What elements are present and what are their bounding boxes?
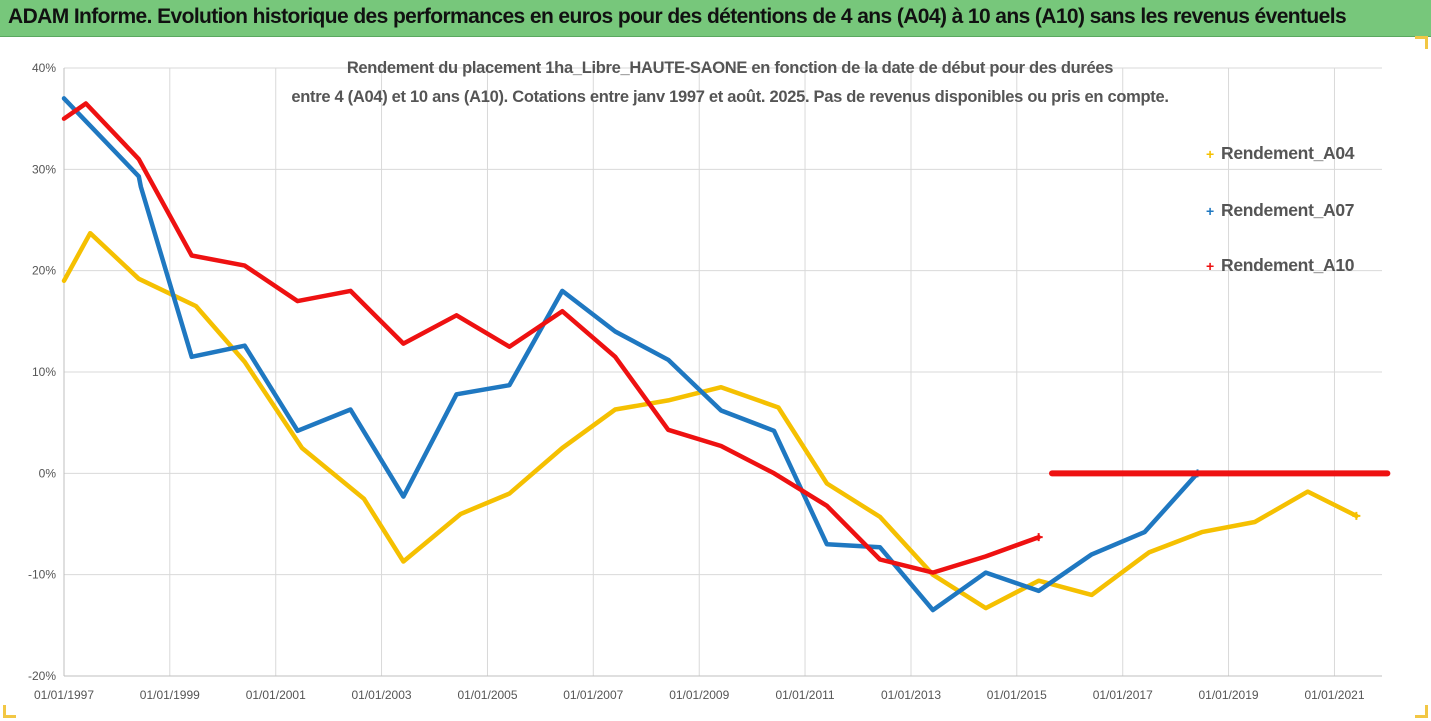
x-tick-label: 01/01/2015 bbox=[987, 688, 1047, 702]
corner-mark-top-right bbox=[1415, 36, 1428, 49]
legend-marker-a04: + bbox=[1206, 146, 1214, 162]
y-tick-label: 10% bbox=[32, 365, 56, 379]
x-tick-label: 01/01/2019 bbox=[1198, 688, 1258, 702]
corner-mark-bottom-right bbox=[1415, 705, 1428, 718]
x-tick-label: 01/01/2021 bbox=[1304, 688, 1364, 702]
y-tick-label: -20% bbox=[28, 669, 56, 683]
chart-title-line-2: entre 4 (A04) et 10 ans (A10). Cotations… bbox=[291, 88, 1169, 106]
x-tick-label: 01/01/2007 bbox=[563, 688, 623, 702]
x-tick-label: 01/01/2001 bbox=[246, 688, 306, 702]
legend-item-a04: + Rendement_A04 bbox=[1206, 143, 1355, 164]
x-tick-label: 01/01/2003 bbox=[352, 688, 412, 702]
tick-labels: 40% 30% 20% 10% 0% -10% -20% 01/01/1997 01/01/19… bbox=[28, 61, 1365, 702]
legend-item-a07: + Rendement_A07 bbox=[1206, 200, 1355, 221]
corner-mark-bottom-left bbox=[3, 705, 16, 718]
axes bbox=[63, 68, 1382, 677]
x-tick-label: 01/01/2017 bbox=[1093, 688, 1153, 702]
banner-title: ADAM Informe. Evolution historique des p… bbox=[8, 5, 1347, 28]
line-chart: 40% 30% 20% 10% 0% -10% -20% 01/01/1997 01/01/19… bbox=[28, 61, 1391, 702]
x-tick-label: 01/01/2013 bbox=[881, 688, 941, 702]
legend-item-a10: + Rendement_A10 bbox=[1206, 255, 1355, 276]
chart-title-line-1: Rendement du placement 1ha_Libre_HAUTE-S… bbox=[346, 59, 1114, 77]
legend-label-a04: Rendement_A04 bbox=[1221, 143, 1355, 163]
series-end-marker-rendement-a10 bbox=[1034, 533, 1043, 542]
y-tick-label: 30% bbox=[32, 162, 56, 176]
y-tick-label: 20% bbox=[32, 264, 56, 278]
series-line-rendement-a07 bbox=[61, 96, 1200, 613]
x-tick-label: 01/01/1999 bbox=[140, 688, 200, 702]
legend-label-a07: Rendement_A07 bbox=[1221, 200, 1355, 220]
x-tick-label: 01/01/2011 bbox=[775, 688, 834, 702]
y-tick-label: -10% bbox=[28, 568, 56, 582]
y-tick-label: 40% bbox=[32, 61, 56, 75]
chart-area: 40% 30% 20% 10% 0% -10% -20% 01/01/1997 01/01/19… bbox=[0, 36, 1431, 721]
legend-label-a10: Rendement_A10 bbox=[1221, 255, 1355, 275]
legend-marker-a10: + bbox=[1206, 258, 1214, 274]
series bbox=[61, 96, 1391, 613]
series-line-rendement-a04 bbox=[61, 230, 1359, 611]
series-line-rendement-a10 bbox=[61, 101, 1041, 575]
x-tick-label: 01/01/1997 bbox=[34, 688, 94, 702]
x-tick-label: 01/01/2009 bbox=[669, 688, 729, 702]
x-tick-label: 01/01/2005 bbox=[457, 688, 517, 702]
gridlines bbox=[63, 67, 1382, 677]
header-banner: ADAM Informe. Evolution historique des p… bbox=[0, 0, 1431, 37]
y-tick-label: 0% bbox=[39, 466, 57, 480]
series-end-marker-rendement-a04 bbox=[1352, 511, 1361, 520]
legend-marker-a07: + bbox=[1206, 203, 1214, 219]
